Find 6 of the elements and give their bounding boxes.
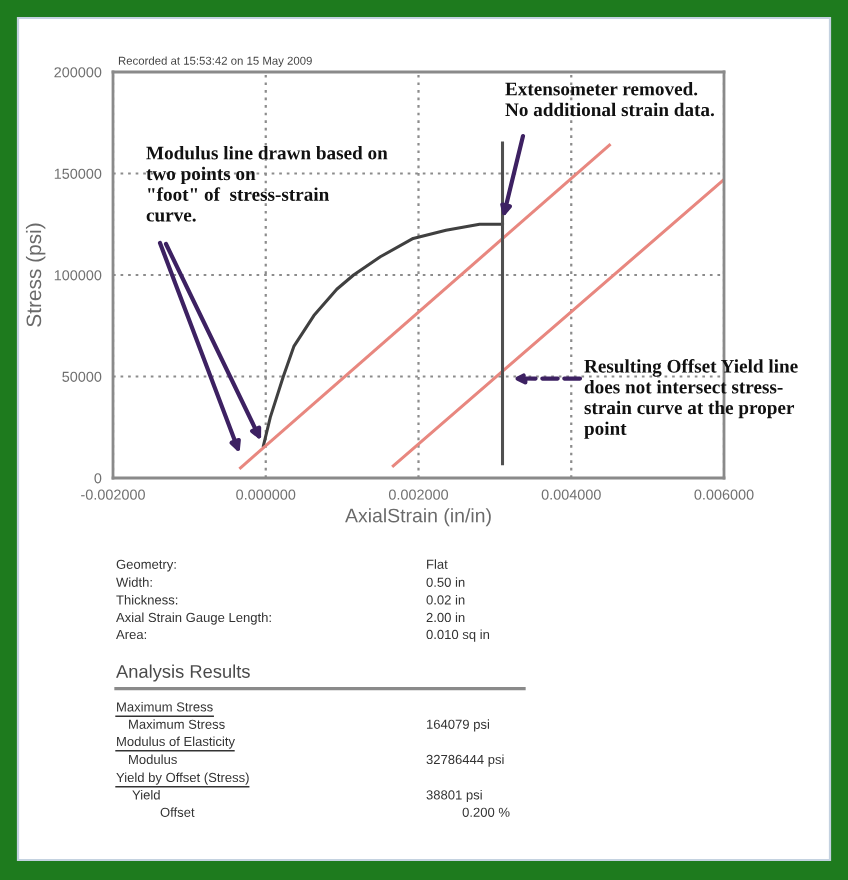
y-axis-title: Stress (psi) xyxy=(25,223,46,327)
x-axis-title: AxialStrain (in/in) xyxy=(345,508,491,527)
text: Analysis Results xyxy=(116,664,250,682)
annotation: Extensometer removed. No additional strain data. xyxy=(505,82,714,117)
annotation: Modulus line drawn based on two points on "foot" of stress-strain curve. xyxy=(146,146,388,222)
annotation: Resulting Offset Yield line does not intersect stress- strain curve at the proper point xyxy=(584,359,798,439)
